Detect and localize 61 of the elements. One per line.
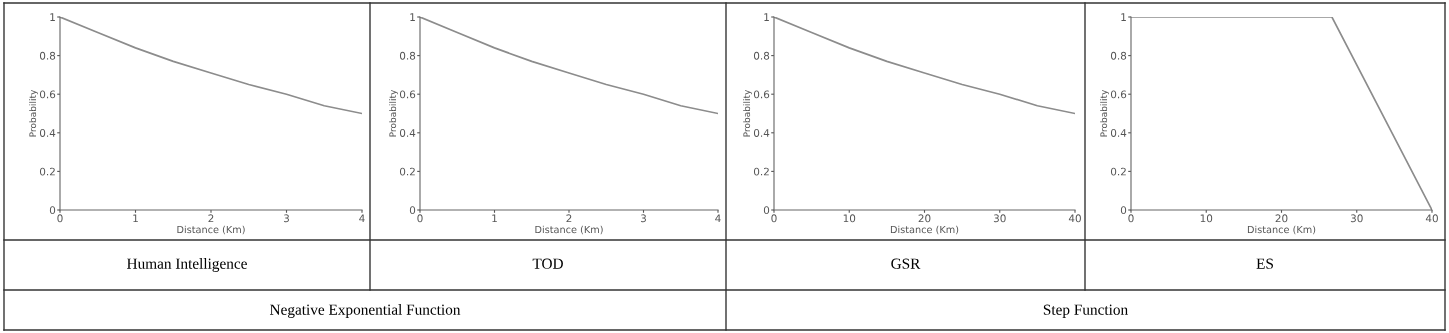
text: GSR (891, 258, 921, 269)
x-tick-label: 0 (417, 214, 423, 223)
y-tick-label: 0.4 (1110, 129, 1127, 137)
y-tick-label: 0.2 (399, 167, 415, 176)
y-tick-label: 0 (1120, 206, 1127, 215)
y-tick-label: 1 (410, 13, 415, 21)
x-tick-label: 0 (771, 214, 777, 223)
y-tick-label: 1 (50, 13, 55, 21)
x-axis-title: Distance (Km) (890, 225, 959, 235)
text: ES (1256, 258, 1273, 269)
x-axis-title: Distance (Km) (177, 225, 245, 235)
x-tick-label: 10 (843, 214, 856, 223)
x-tick-label: 30 (993, 214, 1006, 223)
y-tick-label: 0.6 (753, 90, 770, 99)
y-tick-label: 0.6 (1110, 90, 1127, 99)
x-axis-title: Distance (Km) (1247, 225, 1316, 235)
y-axis-title: Probability (1100, 89, 1109, 137)
x-tick-label: 20 (1275, 214, 1288, 223)
y-tick-label: 0.2 (1110, 167, 1126, 176)
y-tick-label: 0.2 (753, 167, 769, 176)
text: Step Function (1043, 304, 1128, 318)
x-tick-label: 0 (1128, 214, 1134, 223)
x-tick-label: 3 (283, 214, 289, 223)
x-tick-label: 2 (566, 214, 572, 223)
x-tick-label: 10 (1200, 214, 1213, 223)
y-tick-label: 0 (763, 206, 770, 215)
x-tick-label: 30 (1350, 214, 1363, 223)
y-tick-label: 0.4 (399, 129, 416, 137)
y-tick-label: 0.6 (399, 90, 416, 99)
text: Human Intelligence (126, 258, 247, 272)
x-tick-label: 0 (57, 214, 63, 223)
x-tick-label: 1 (133, 214, 138, 223)
x-tick-label: 4 (715, 214, 721, 223)
y-tick-label: 0.2 (39, 167, 55, 176)
y-tick-label: 0.8 (1110, 51, 1127, 60)
text: TOD (532, 258, 563, 269)
y-axis-title: Probability (389, 89, 398, 137)
y-tick-label: 0.8 (399, 51, 416, 60)
x-tick-label: 40 (1425, 214, 1438, 223)
y-tick-label: 0.4 (753, 129, 770, 137)
line-series (774, 17, 1075, 115)
x-tick-label: 40 (1068, 214, 1081, 223)
y-tick-label: 0.6 (39, 90, 56, 99)
x-tick-label: 1 (492, 214, 497, 223)
x-axis-title: Distance (Km) (535, 225, 603, 235)
x-tick-label: 20 (918, 214, 931, 223)
y-axis-title: Probability (743, 89, 752, 137)
y-tick-label: 0.8 (753, 51, 770, 60)
y-tick-label: 1 (764, 13, 769, 21)
y-tick-label: 0.4 (39, 129, 56, 137)
x-tick-label: 3 (640, 214, 646, 223)
y-axis-title: Probability (29, 89, 38, 137)
y-tick-label: 0 (409, 206, 416, 215)
line-series (420, 17, 718, 115)
line-series (60, 17, 362, 115)
y-tick-label: 1 (1121, 13, 1126, 21)
x-tick-label: 2 (208, 214, 214, 223)
x-tick-label: 4 (359, 214, 365, 223)
y-tick-label: 0.8 (39, 51, 56, 60)
y-tick-label: 0 (49, 206, 56, 215)
text: Negative Exponential Function (269, 304, 461, 318)
